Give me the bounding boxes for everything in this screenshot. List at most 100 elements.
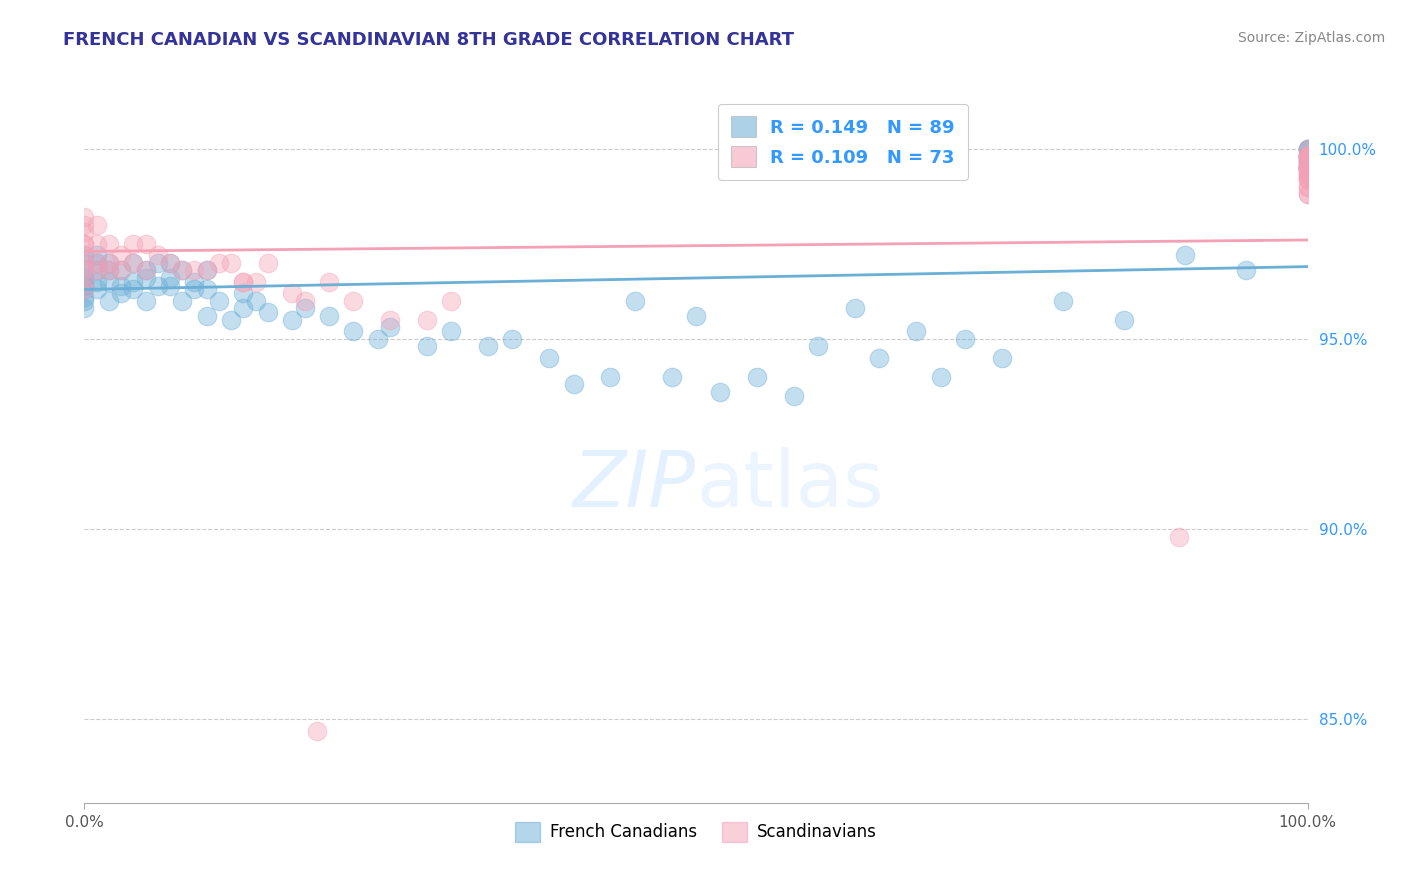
Point [86,236,108,251]
Point [1296,164,1319,178]
Point [1296,161,1319,175]
Point [1296,161,1319,175]
Point [245,293,267,308]
Point [86,263,108,277]
Point [208,256,231,270]
Point [380,320,402,334]
Point [1296,161,1319,175]
Point [73,210,96,224]
Point [1296,179,1319,194]
Point [159,256,181,270]
Point [257,305,280,319]
Point [135,236,157,251]
Point [905,324,928,338]
Point [73,278,96,293]
Point [1296,161,1319,175]
Point [86,256,108,270]
Point [1296,169,1319,183]
Point [1174,248,1197,262]
Point [195,263,218,277]
Point [135,271,157,285]
Point [97,256,120,270]
Point [1296,161,1319,175]
Point [318,309,340,323]
Point [219,256,242,270]
Point [122,275,145,289]
Point [661,370,683,384]
Point [110,286,132,301]
Point [172,263,194,277]
Point [953,332,976,346]
Point [1296,149,1319,163]
Point [73,218,96,232]
Point [1296,157,1319,171]
Point [991,351,1014,365]
Point [73,226,96,240]
Point [195,263,218,277]
Point [1296,149,1319,163]
Point [477,339,499,353]
Point [86,218,108,232]
Point [1296,149,1319,163]
Point [122,256,145,270]
Point [208,293,231,308]
Point [1296,187,1319,202]
Point [86,248,108,262]
Point [97,256,120,270]
Point [1296,161,1319,175]
Point [1296,153,1319,168]
Text: atlas: atlas [696,447,883,523]
Point [97,236,120,251]
Point [73,263,96,277]
Point [219,313,242,327]
Legend: French Canadians, Scandinavians: French Canadians, Scandinavians [509,815,883,848]
Point [73,256,96,270]
Point [305,723,328,738]
Point [73,263,96,277]
Point [183,282,205,296]
Point [1296,179,1319,194]
Point [1296,164,1319,178]
Point [135,293,157,308]
Point [1296,142,1319,156]
Point [1168,530,1191,544]
Point [122,282,145,296]
Point [135,263,157,277]
Point [146,256,169,270]
Point [97,263,120,277]
Point [502,332,524,346]
Point [807,339,830,353]
Point [73,290,96,304]
Point [183,275,205,289]
Point [122,256,145,270]
Point [281,286,304,301]
Point [232,301,254,316]
Point [97,275,120,289]
Point [281,313,304,327]
Point [73,248,96,262]
Point [1296,149,1319,163]
Point [599,370,621,384]
Point [416,313,439,327]
Point [440,324,463,338]
Point [342,293,364,308]
Point [562,377,585,392]
Point [342,324,364,338]
Point [73,248,96,262]
Point [1236,263,1258,277]
Point [1296,142,1319,156]
Point [183,263,205,277]
Point [1296,172,1319,186]
Point [232,275,254,289]
Text: Source: ZipAtlas.com: Source: ZipAtlas.com [1237,31,1385,45]
Point [73,282,96,296]
Point [172,293,194,308]
Point [257,256,280,270]
Text: ZIP: ZIP [574,447,696,523]
Point [440,293,463,308]
Point [1296,157,1319,171]
Point [1296,153,1319,168]
Point [1296,153,1319,168]
Point [538,351,561,365]
Point [245,275,267,289]
